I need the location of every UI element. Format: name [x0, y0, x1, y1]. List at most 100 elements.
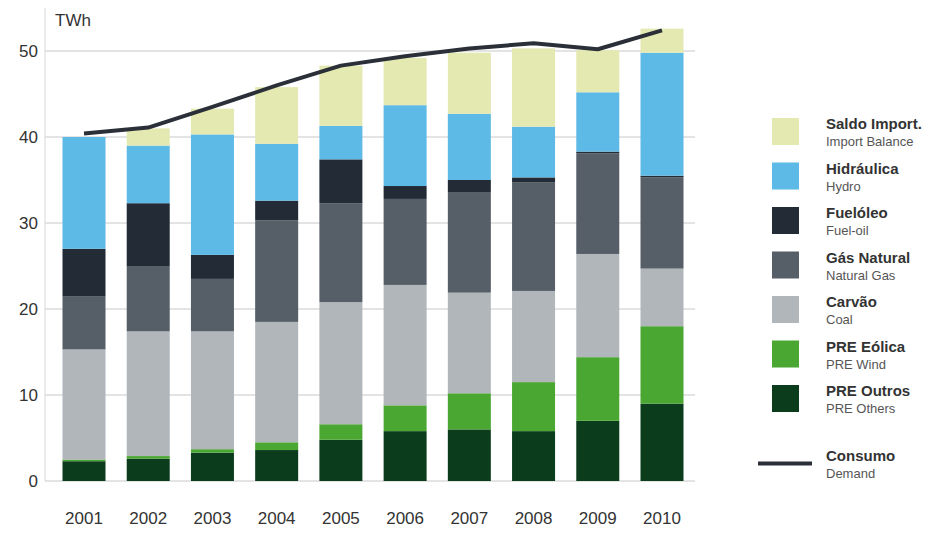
x-tick-label: 2002: [129, 509, 167, 528]
bar-segment: [576, 254, 619, 357]
bar-segment: [127, 266, 170, 331]
bar-segment: [255, 87, 298, 144]
legend-label: Hidráulica: [826, 160, 899, 177]
bar-segment: [576, 153, 619, 254]
legend-sublabel: Demand: [826, 466, 875, 481]
bar-segment: [319, 424, 362, 439]
y-tick-label: 10: [19, 386, 38, 405]
bar-segment: [127, 128, 170, 145]
bar-segment: [512, 177, 555, 182]
bar-segment: [641, 326, 684, 403]
x-tick-label: 2006: [386, 509, 424, 528]
bar-segment: [255, 442, 298, 450]
legend-sublabel: Import Balance: [826, 134, 913, 149]
bar-segment: [191, 134, 234, 254]
bar-segment: [384, 186, 427, 199]
x-tick-label: 2005: [322, 509, 360, 528]
bar-segment: [448, 114, 491, 180]
bar-segment: [191, 449, 234, 452]
bar-segment: [641, 177, 684, 268]
demand-line: [84, 30, 662, 133]
bar-segment: [63, 461, 106, 481]
bar-segment: [319, 440, 362, 481]
legend-swatch: [772, 207, 799, 234]
bar-segment: [191, 279, 234, 331]
bar-segment: [576, 50, 619, 92]
bar-segment: [191, 255, 234, 279]
chart: 01020304050TWh20012002200320042005200620…: [0, 0, 942, 540]
bar-segment: [512, 431, 555, 481]
bar-segment: [576, 357, 619, 421]
bar-segment: [448, 192, 491, 293]
legend-sublabel: PRE Others: [826, 401, 896, 416]
legend-sublabel: PRE Wind: [826, 357, 886, 372]
bar-segment: [384, 105, 427, 186]
plot-area: [63, 29, 684, 481]
bar-segment: [127, 203, 170, 266]
bar-segment: [512, 382, 555, 431]
bar-segment: [63, 137, 106, 138]
bar-segment: [448, 429, 491, 481]
legend-sublabel: Natural Gas: [826, 268, 896, 283]
bar-segment: [448, 293, 491, 394]
legend-label: PRE Eólica: [826, 338, 906, 355]
y-tick-label: 20: [19, 300, 38, 319]
bar-segment: [576, 152, 619, 154]
bar-segment: [127, 459, 170, 481]
bar-segment: [384, 285, 427, 405]
x-tick-label: 2001: [65, 509, 103, 528]
bar-segment: [319, 159, 362, 203]
bar-segment: [63, 349, 106, 459]
bar-segment: [63, 249, 106, 296]
bar-segment: [512, 48, 555, 126]
bar-segment: [384, 199, 427, 285]
bar-segment: [641, 269, 684, 327]
bar-segment: [255, 144, 298, 201]
legend-sublabel: Coal: [826, 312, 853, 327]
legend-label: Carvão: [826, 293, 877, 310]
legend-swatch: [772, 385, 799, 412]
bar-segment: [319, 126, 362, 160]
bar-segment: [448, 180, 491, 192]
legend-label: PRE Outros: [826, 382, 910, 399]
y-tick-label: 30: [19, 214, 38, 233]
bar-segment: [512, 183, 555, 291]
legend-swatch: [772, 341, 799, 368]
bar-segment: [127, 456, 170, 459]
legend-sublabel: Fuel-oil: [826, 223, 869, 238]
bar-segment: [576, 421, 619, 481]
bar-segment: [319, 302, 362, 424]
bar-segment: [255, 220, 298, 321]
bar-segment: [319, 203, 362, 302]
bar-segment: [255, 450, 298, 481]
legend-swatch: [772, 296, 799, 323]
legend-line: [758, 462, 812, 466]
y-axis-line: [45, 8, 46, 481]
legend-label: Saldo Import.: [826, 115, 922, 132]
bar-segment: [255, 201, 298, 221]
bar-segment: [191, 453, 234, 481]
bar-segment: [384, 58, 427, 105]
legend-swatch: [772, 163, 799, 190]
legend-label: Consumo: [826, 447, 895, 464]
bar-segment: [127, 146, 170, 204]
bar-segment: [384, 405, 427, 431]
bar-segment: [448, 393, 491, 429]
x-tick-label: 2008: [515, 509, 553, 528]
bar-segment: [641, 404, 684, 481]
x-tick-label: 2004: [258, 509, 296, 528]
x-tick-label: 2010: [643, 509, 681, 528]
x-tick-label: 2009: [579, 509, 617, 528]
bar-segment: [63, 137, 106, 249]
legend-swatch: [772, 252, 799, 279]
legend-sublabel: Hydro: [826, 179, 861, 194]
x-tick-label: 2003: [194, 509, 232, 528]
bar-segment: [384, 431, 427, 481]
y-tick-label: 0: [29, 472, 38, 491]
bar-segment: [512, 127, 555, 178]
legend-swatch: [772, 118, 799, 145]
bar-segment: [63, 296, 106, 349]
bar-segment: [127, 331, 170, 456]
bar-segment: [641, 53, 684, 176]
bar-segment: [641, 176, 684, 178]
